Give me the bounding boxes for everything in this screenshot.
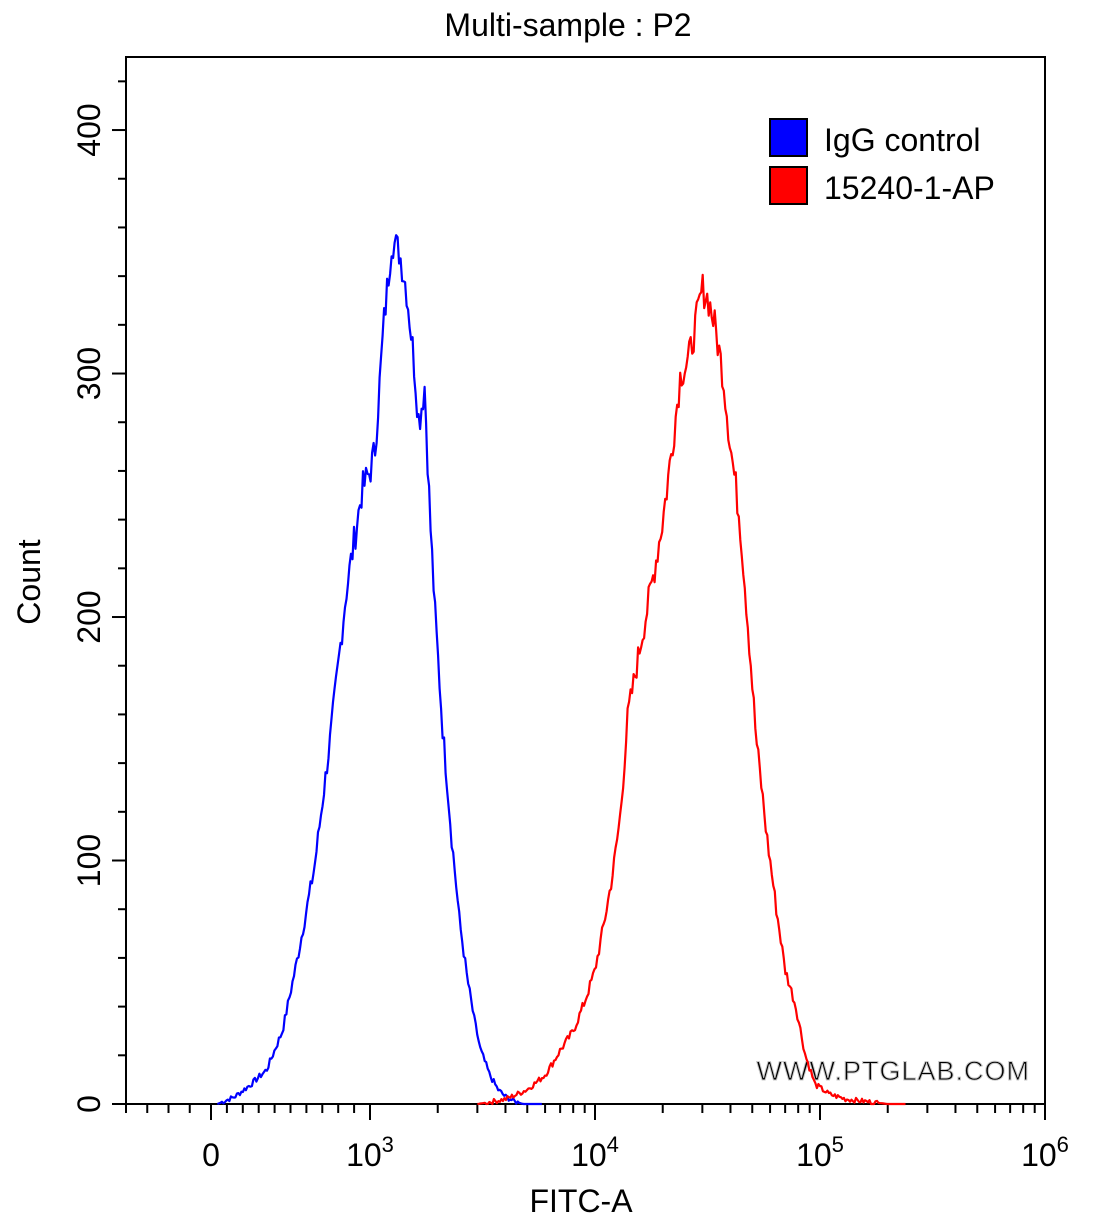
y-tick-label: 200 <box>71 590 107 643</box>
y-axis-ticks: 0 100 200 300 400 <box>71 80 126 1113</box>
series-line-15240-1-ap <box>477 273 906 1106</box>
x-tick-label: 103 <box>346 1132 394 1173</box>
legend-swatch-igg <box>769 118 808 157</box>
legend-label-15240: 15240-1-AP <box>824 170 995 206</box>
y-tick-label: 0 <box>71 1095 107 1113</box>
y-tick-label: 300 <box>71 347 107 400</box>
x-tick-label: 0 <box>202 1137 220 1173</box>
watermark: WWW.PTGLAB.COM <box>757 1056 1031 1086</box>
x-tick-label: 104 <box>571 1132 619 1173</box>
chart-title: Multi-sample : P2 <box>444 7 691 43</box>
y-tick-label: 400 <box>71 103 107 156</box>
legend: IgG control 15240-1-AP <box>769 118 995 206</box>
legend-swatch-15240 <box>769 166 808 205</box>
x-axis-ticks: 0 103 104 105 106 <box>125 1104 1069 1173</box>
y-tick-label: 100 <box>71 834 107 887</box>
series-line-igg-control <box>216 234 542 1106</box>
x-axis-label: FITC-A <box>529 1183 633 1219</box>
y-axis-label: Count <box>11 539 47 625</box>
x-tick-label: 106 <box>1021 1132 1069 1173</box>
x-tick-label: 105 <box>796 1132 844 1173</box>
legend-label-igg: IgG control <box>824 122 981 158</box>
plot-frame <box>125 56 1046 1105</box>
series-layer <box>216 234 906 1106</box>
